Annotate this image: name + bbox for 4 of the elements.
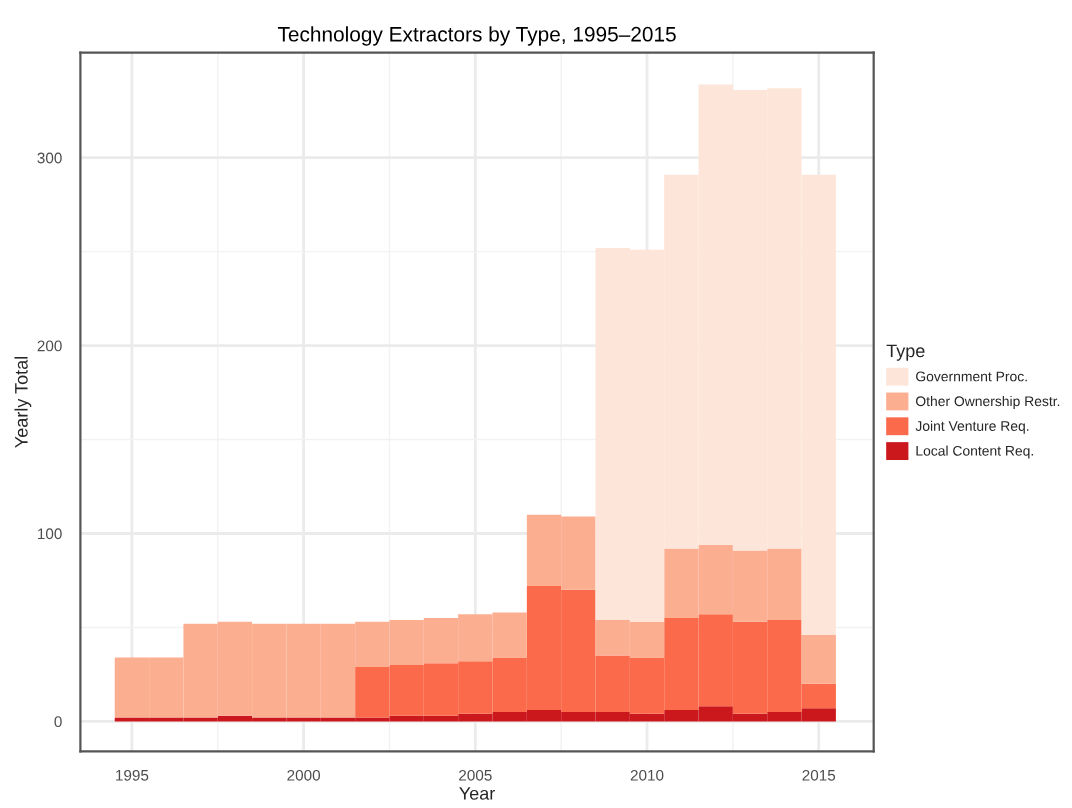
y-axis-title: Yearly Total bbox=[14, 357, 32, 448]
chart-title: Technology Extractors by Type, 1995–2015 bbox=[277, 26, 676, 46]
x-axis-title: Year bbox=[459, 787, 495, 800]
legend-title: Type bbox=[886, 344, 925, 361]
